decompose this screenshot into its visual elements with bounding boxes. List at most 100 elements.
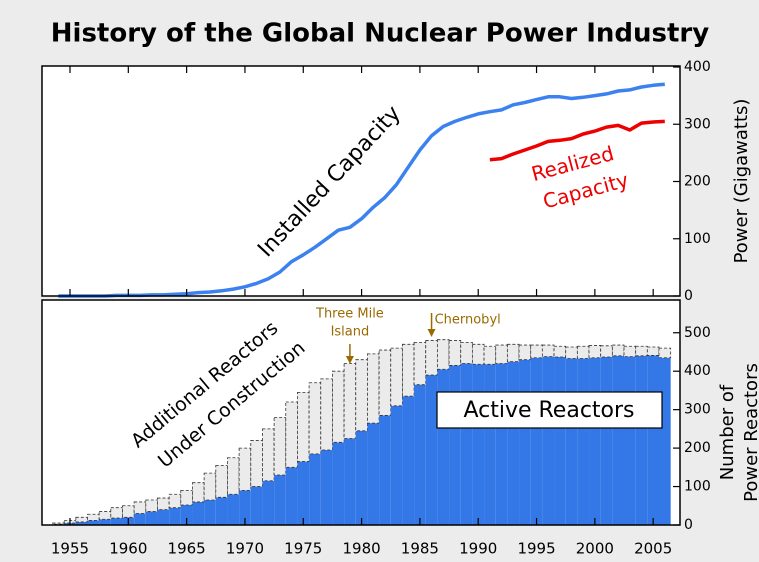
active-bar xyxy=(355,430,368,525)
construction-bar xyxy=(600,345,613,358)
construction-bar xyxy=(227,457,240,495)
x-tick-label: 1965 xyxy=(168,540,206,558)
construction-bar xyxy=(75,516,88,523)
y-axis-label: Power Reactors xyxy=(741,363,759,502)
active-bar xyxy=(169,507,181,525)
construction-bar xyxy=(483,345,497,365)
construction-bar xyxy=(390,347,403,407)
construction-bar xyxy=(541,344,555,357)
construction-bar xyxy=(378,349,392,416)
active-bar xyxy=(519,359,531,525)
construction-bar xyxy=(495,344,508,364)
construction-bar xyxy=(623,345,637,357)
active-bar xyxy=(484,364,496,525)
active-bar xyxy=(565,358,578,525)
active-bar xyxy=(554,356,566,525)
active-bar xyxy=(239,490,251,525)
construction-bar xyxy=(157,497,170,511)
construction-bar xyxy=(635,345,648,357)
construction-bar xyxy=(506,343,520,362)
active-bar xyxy=(227,494,240,525)
construction-bar xyxy=(110,507,123,519)
active-bar xyxy=(332,442,345,525)
active-bar xyxy=(495,363,508,525)
active-bar xyxy=(192,501,205,525)
active-bar xyxy=(285,467,298,525)
chart-title: History of the Global Nuclear Power Indu… xyxy=(51,19,709,49)
construction-bar xyxy=(98,511,112,520)
construction-bar xyxy=(122,505,135,518)
x-tick-label: 1960 xyxy=(109,540,147,558)
construction-bar xyxy=(518,344,532,361)
x-tick-label: 1980 xyxy=(342,540,380,558)
panel: 0 100 200 300 400 500 1955 1960 1965 1970 1975 1980… xyxy=(41,299,759,558)
construction-bar xyxy=(285,401,298,468)
active-bar xyxy=(612,355,625,525)
construction-bar xyxy=(297,391,310,462)
active-bar xyxy=(390,405,403,525)
active-bar xyxy=(414,384,426,525)
construction-bar xyxy=(530,344,543,359)
construction-bar xyxy=(367,353,380,424)
y-tick-label: 200 xyxy=(684,174,711,190)
construction-bar xyxy=(436,339,450,370)
construction-bar xyxy=(658,347,672,359)
active-bar xyxy=(157,509,170,525)
event-arrowhead xyxy=(427,329,436,337)
active-bar xyxy=(542,356,555,525)
construction-bar xyxy=(320,378,333,451)
x-tick-label: 1995 xyxy=(517,540,555,558)
construction-bar xyxy=(203,472,217,501)
y-axis-label: Power (Gigawatts) xyxy=(731,99,752,264)
construction-bar xyxy=(565,346,578,359)
active-bar xyxy=(624,356,636,525)
active-bar xyxy=(87,520,100,525)
plot-area xyxy=(42,66,680,296)
y-tick-label: 100 xyxy=(684,231,711,247)
construction-bar xyxy=(553,345,567,358)
x-tick-label: 1975 xyxy=(284,540,322,558)
active-bar xyxy=(437,369,450,525)
construction-bar xyxy=(250,440,263,487)
x-tick-label: 1985 xyxy=(401,540,439,558)
label-box xyxy=(436,391,663,429)
construction-bar xyxy=(133,501,147,514)
construction-bar xyxy=(52,522,65,525)
construction-bar xyxy=(262,428,275,482)
active-bar xyxy=(425,375,438,525)
active-bar xyxy=(180,505,193,525)
y-tick-label: 500 xyxy=(684,325,711,341)
construction-bar xyxy=(238,447,252,491)
y-tick-label: 400 xyxy=(684,59,711,75)
x-tick-label: 1955 xyxy=(51,540,89,558)
x-tick-label: 1990 xyxy=(459,540,497,558)
series-label: Active Reactors xyxy=(463,398,634,423)
active-bar xyxy=(507,361,520,525)
active-bar xyxy=(297,461,310,525)
construction-bar xyxy=(215,465,228,498)
active-bar xyxy=(647,355,660,525)
active-bar xyxy=(449,365,461,525)
active-bar xyxy=(215,497,228,525)
active-bar xyxy=(589,357,601,525)
active-bar xyxy=(577,358,590,525)
y-tick-label: 0 xyxy=(684,288,693,304)
construction-bar xyxy=(192,482,205,503)
active-bar xyxy=(367,423,380,525)
y-axis-label: Number of xyxy=(717,384,738,480)
x-tick-label: 1970 xyxy=(226,540,264,558)
line xyxy=(489,119,665,162)
construction-bar xyxy=(611,344,625,357)
y-tick-label: 300 xyxy=(684,402,711,418)
event-arrowhead xyxy=(345,356,354,364)
construction-bar xyxy=(646,346,660,356)
y-tick-label: 200 xyxy=(684,440,711,456)
active-bar xyxy=(635,355,648,525)
construction-bar xyxy=(576,345,590,359)
construction-bar xyxy=(180,489,193,506)
active-bar xyxy=(309,453,321,525)
active-bar xyxy=(460,363,473,525)
construction-bar xyxy=(402,343,415,397)
